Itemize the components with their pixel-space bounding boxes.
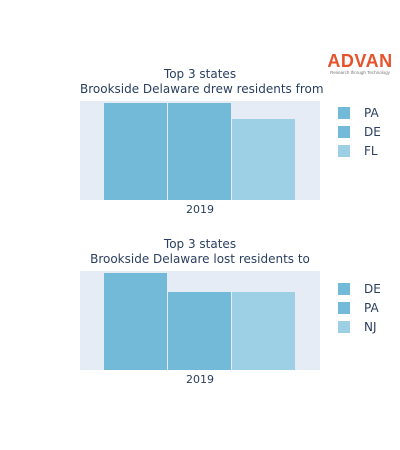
legend-item-pa[interactable]: PA — [338, 301, 379, 315]
legend-item-fl[interactable]: FL — [338, 144, 378, 158]
legend-label: PA — [364, 301, 379, 315]
legend-label: DE — [364, 282, 381, 296]
legend-swatch — [338, 283, 350, 295]
legend-swatch — [338, 126, 350, 138]
chart-title-line: Top 3 states — [163, 237, 237, 251]
chart-title-line: Brookside Delaware lost residents to — [90, 252, 310, 266]
bar-de — [168, 103, 231, 200]
plot-area — [80, 101, 320, 200]
chart-title-line: Top 3 states — [163, 67, 237, 81]
legend-swatch — [338, 321, 350, 333]
plot-area — [80, 271, 320, 370]
chart-drew-residents-from: Top 3 states Brookside Delaware drew res… — [0, 60, 400, 220]
chart-title-line: Brookside Delaware drew residents from — [80, 82, 324, 96]
legend-swatch — [338, 145, 350, 157]
chart-title: Top 3 states Brookside Delaware lost res… — [80, 237, 320, 267]
legend-label: PA — [364, 106, 379, 120]
bar-de — [104, 273, 167, 370]
x-tick-label: 2019 — [186, 373, 214, 386]
legend-label: NJ — [364, 320, 377, 334]
legend-item-de[interactable]: DE — [338, 282, 381, 296]
legend-item-pa[interactable]: PA — [338, 106, 379, 120]
legend-swatch — [338, 302, 350, 314]
chart-title: Top 3 states Brookside Delaware drew res… — [80, 67, 324, 97]
logo-tagline: Research through Technology — [330, 70, 390, 75]
legend-swatch — [338, 107, 350, 119]
bar-nj — [232, 292, 295, 370]
x-tick-label: 2019 — [186, 203, 214, 216]
bar-pa — [104, 103, 167, 200]
advan-logo: ADVAN Research through Technology — [327, 52, 393, 76]
bar-pa — [168, 292, 231, 370]
chart-lost-residents-to: Top 3 states Brookside Delaware lost res… — [0, 230, 400, 390]
logo-wordmark: ADVAN — [327, 51, 393, 71]
legend-item-de[interactable]: DE — [338, 125, 381, 139]
legend-label: FL — [364, 144, 378, 158]
legend-item-nj[interactable]: NJ — [338, 320, 377, 334]
bar-fl — [232, 119, 295, 200]
legend-label: DE — [364, 125, 381, 139]
